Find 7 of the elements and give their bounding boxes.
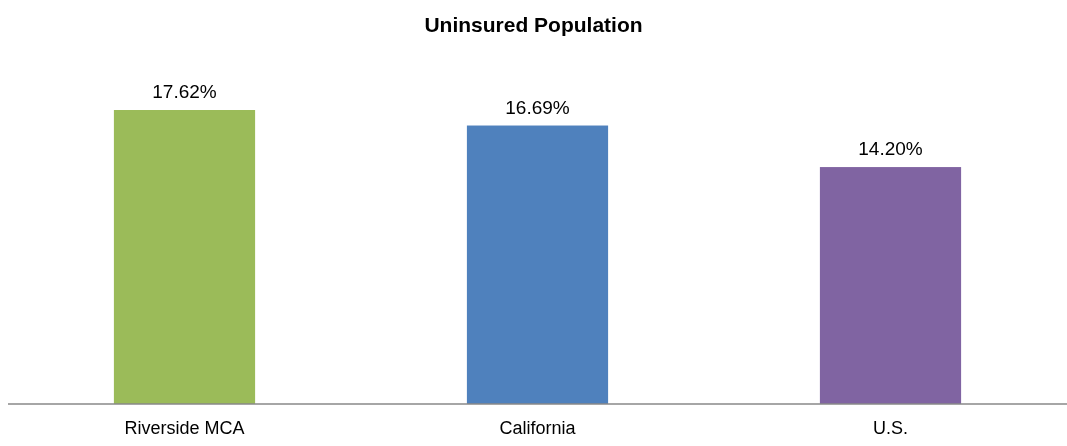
data-label: 16.69% (505, 96, 570, 118)
x-tick-label: U.S. (872, 418, 909, 438)
data-label: 14.20% (858, 138, 923, 160)
chart-title: Uninsured Population (424, 13, 643, 36)
x-tick-label: Riverside MCA (124, 418, 245, 438)
data-label: 17.62% (152, 81, 217, 102)
x-tick-label: California (499, 418, 577, 438)
